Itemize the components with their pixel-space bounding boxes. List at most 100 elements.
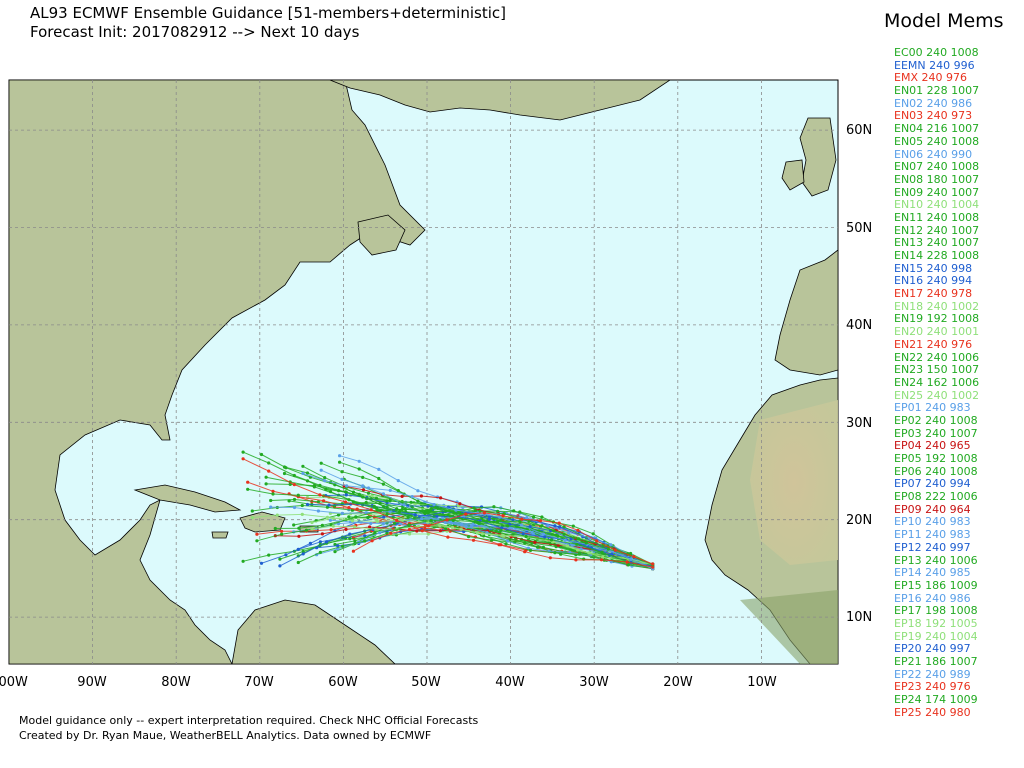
legend-item: EP01 240 983 [894, 401, 971, 415]
legend-item: EP03 240 1007 [894, 426, 978, 440]
track-point [363, 539, 367, 543]
lon-label-10w: 10W [747, 675, 777, 690]
track-point [357, 492, 361, 496]
track-point [562, 525, 566, 529]
newfoundland-land [357, 214, 406, 256]
track-point [458, 502, 462, 506]
track-point [269, 498, 273, 503]
track-point [400, 518, 404, 522]
track-point [540, 515, 544, 519]
track-point [441, 516, 445, 520]
track-point [420, 529, 424, 533]
track-point [546, 524, 550, 528]
track-point [316, 500, 320, 504]
legend-item: EN22 240 1006 [894, 350, 980, 364]
track-point [438, 529, 442, 533]
track-point [496, 519, 500, 524]
legend-item: EP13 240 1006 [894, 553, 978, 567]
british-isles-land [799, 117, 837, 197]
track-point [584, 541, 588, 545]
track-point [366, 491, 371, 495]
track-point [305, 479, 310, 483]
track-point [320, 532, 324, 536]
track-point [543, 535, 547, 539]
track-point [267, 461, 271, 465]
track-point [255, 532, 259, 536]
legend-item: EP10 240 983 [894, 515, 971, 529]
track-point [305, 502, 310, 507]
legend-item: EN21 240 976 [894, 337, 973, 351]
track-point [341, 544, 345, 548]
track-point [382, 505, 386, 509]
track-point [318, 493, 322, 497]
track-point [523, 550, 527, 554]
track-point [609, 543, 613, 547]
track-point [521, 532, 525, 536]
lat-label-50n: 50N [846, 221, 872, 236]
track-point [353, 525, 357, 529]
legend-item: EP05 192 1008 [894, 452, 978, 465]
track-point [413, 513, 417, 517]
track-point [538, 519, 543, 523]
track-point [333, 550, 337, 554]
lon-label-40w: 40W [495, 675, 525, 690]
greenland-land [329, 80, 671, 121]
lon-label-20w: 20W [663, 675, 693, 690]
track-point [267, 469, 271, 473]
track-point [246, 487, 250, 491]
track-point [464, 525, 468, 529]
legend-item: EN23 150 1007 [894, 363, 980, 377]
track-point [316, 509, 320, 513]
track-point [344, 527, 348, 532]
track-point [241, 450, 245, 454]
lon-label-50w: 50W [411, 675, 441, 690]
track-point [379, 509, 383, 513]
legend-item: EP21 186 1007 [894, 655, 978, 668]
legend-item: EP15 186 1009 [894, 578, 978, 592]
track-point [301, 552, 305, 556]
track-point [500, 526, 504, 530]
lon-label-100w: 100W [0, 675, 28, 690]
ireland-land [781, 159, 805, 191]
track-point [432, 503, 436, 507]
track-point [406, 515, 410, 519]
track-point [377, 476, 381, 481]
track-point [494, 529, 498, 533]
track-point [506, 524, 510, 528]
track-point [361, 475, 365, 479]
track-point [420, 517, 424, 521]
track-point [273, 526, 277, 531]
track-point [310, 527, 314, 531]
track-point [375, 519, 379, 524]
legend-item: EN03 240 973 [894, 109, 973, 123]
track-point [398, 509, 402, 514]
track-point [378, 531, 382, 535]
track-point [426, 524, 430, 528]
legend-item: EN11 240 1008 [894, 210, 980, 224]
track-point [250, 509, 254, 513]
track-point [407, 532, 412, 536]
track-point [525, 516, 529, 520]
lon-label-60w: 60W [328, 675, 358, 690]
legend-item: EN07 240 1008 [894, 160, 980, 174]
track-point [532, 515, 536, 519]
track-point [501, 533, 505, 538]
track-point [388, 488, 392, 492]
track-point [541, 532, 546, 536]
legend-item: EP17 198 1008 [894, 604, 978, 618]
track-point [533, 540, 537, 545]
track-point [271, 489, 275, 493]
track-point [284, 553, 288, 557]
track-point [364, 511, 368, 515]
track-point [511, 518, 515, 522]
track-point [357, 467, 361, 471]
track-point [464, 512, 468, 516]
lat-label-20n: 20N [846, 513, 872, 528]
track-point [400, 494, 404, 498]
legend-item: EN20 240 1001 [894, 325, 980, 339]
track-point [267, 553, 271, 557]
track-point [499, 528, 503, 532]
track-point [278, 564, 282, 568]
track-point [599, 558, 604, 562]
track-point [651, 562, 655, 566]
